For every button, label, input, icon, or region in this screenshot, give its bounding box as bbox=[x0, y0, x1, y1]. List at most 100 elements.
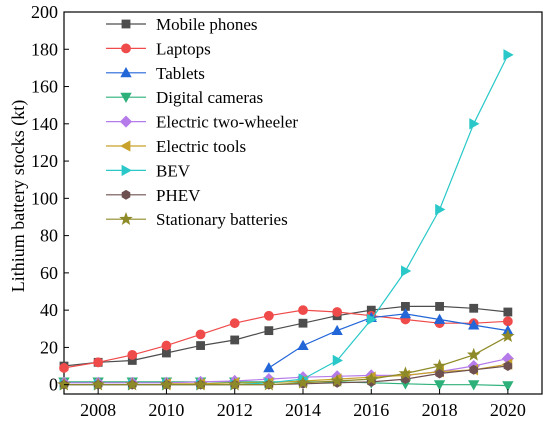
y-tick-label: 60 bbox=[40, 263, 58, 283]
plot-area bbox=[63, 11, 543, 395]
legend-marker-bev bbox=[121, 164, 132, 177]
data-point-bev bbox=[332, 354, 343, 367]
plot-border bbox=[63, 11, 543, 395]
legend-item-bev: BEV bbox=[106, 161, 191, 180]
y-tick-label: 120 bbox=[31, 151, 58, 171]
x-tick-label: 2016 bbox=[353, 400, 389, 420]
data-point-phev bbox=[503, 361, 513, 372]
series-line-stationary-batteries bbox=[64, 335, 509, 386]
data-point-laptops bbox=[229, 318, 240, 329]
legend-marker-tablets bbox=[120, 66, 132, 78]
data-point-laptops bbox=[93, 357, 104, 368]
legend-item-stationary-batteries: Stationary batteries bbox=[106, 210, 288, 229]
legend-label-digital-cameras: Digital cameras bbox=[156, 88, 263, 107]
data-point-bev bbox=[401, 265, 412, 277]
data-point-mobile-phones bbox=[298, 318, 308, 328]
legend-label-electric-tools: Electric tools bbox=[156, 137, 246, 156]
data-point-tablets bbox=[297, 339, 309, 350]
data-point-laptops bbox=[195, 329, 206, 340]
legend-marker-electric-two-wheeler bbox=[119, 115, 133, 128]
legend-item-mobile-phones: Mobile phones bbox=[106, 15, 258, 34]
data-point-digital-cameras bbox=[502, 381, 514, 392]
data-point-stationary-batteries bbox=[227, 377, 242, 391]
series-line-tablets bbox=[268, 313, 508, 369]
legend-marker-stationary-batteries bbox=[119, 212, 133, 225]
y-tick-label: 80 bbox=[40, 226, 58, 246]
data-point-digital-cameras bbox=[433, 380, 446, 391]
series-line-mobile-phones bbox=[63, 305, 508, 367]
data-point-stationary-batteries bbox=[501, 329, 515, 343]
data-point-laptops bbox=[263, 310, 274, 321]
y-axis-title: Lithium battery stocks (kt) bbox=[8, 100, 29, 292]
data-point-laptops bbox=[298, 305, 308, 316]
data-point-bev bbox=[435, 203, 446, 216]
data-point-mobile-phones bbox=[435, 302, 444, 311]
axes: 0 20 40 60 80 100 120 140 160 180 200 2008 2010 2012 2… bbox=[31, 2, 526, 420]
data-point-mobile-phones bbox=[264, 326, 274, 336]
data-point-stationary-batteries bbox=[398, 366, 413, 380]
legend-marker-electric-tools bbox=[120, 140, 131, 152]
data-point-tablets bbox=[331, 324, 343, 336]
data-point-laptops bbox=[161, 340, 172, 351]
data-point-stationary-batteries bbox=[364, 371, 379, 385]
data-point-stationary-batteries bbox=[432, 358, 447, 372]
data-point-stationary-batteries bbox=[159, 377, 174, 391]
legend-marker-mobile-phones bbox=[121, 19, 131, 29]
data-point-stationary-batteries bbox=[262, 377, 276, 391]
legend: Mobile phones Laptops Tablets Digital camer… bbox=[106, 15, 298, 229]
legend-label-laptops: Laptops bbox=[156, 39, 211, 58]
data-point-tablets bbox=[263, 362, 275, 373]
data-point-stationary-batteries bbox=[296, 375, 310, 389]
x-tick-label: 2012 bbox=[217, 400, 253, 420]
data-point-laptops bbox=[332, 307, 343, 317]
data-point-mobile-phones bbox=[503, 307, 513, 317]
legend-label-bev: BEV bbox=[156, 161, 191, 180]
y-tick-label: 200 bbox=[31, 2, 58, 22]
x-tick-label: 2008 bbox=[80, 400, 116, 420]
legend-item-tablets: Tablets bbox=[106, 64, 205, 83]
data-point-laptops bbox=[127, 349, 138, 360]
legend-label-tablets: Tablets bbox=[156, 64, 205, 83]
data-point-mobile-phones bbox=[230, 335, 240, 345]
series-layer bbox=[57, 49, 515, 392]
legend-item-digital-cameras: Digital cameras bbox=[106, 88, 263, 107]
data-point-digital-cameras bbox=[468, 380, 480, 391]
data-point-stationary-batteries bbox=[330, 373, 344, 387]
data-point-stationary-batteries bbox=[193, 377, 208, 391]
x-tick-label: 2018 bbox=[422, 400, 458, 420]
data-point-stationary-batteries bbox=[125, 377, 140, 391]
y-tick-label: 20 bbox=[40, 337, 58, 357]
data-point-bev bbox=[469, 118, 480, 130]
x-tick-label: 2014 bbox=[285, 400, 321, 420]
legend-label-mobile-phones: Mobile phones bbox=[156, 15, 258, 34]
data-point-bev bbox=[503, 49, 514, 61]
x-tick-label: 2020 bbox=[490, 400, 526, 420]
data-point-stationary-batteries bbox=[466, 347, 481, 361]
series-laptops bbox=[59, 305, 513, 373]
y-tick-label: 180 bbox=[31, 39, 58, 59]
data-point-stationary-batteries bbox=[57, 377, 71, 391]
data-point-phev bbox=[469, 364, 479, 375]
series-stationary-batteries bbox=[57, 329, 515, 391]
legend-label-electric-two-wheeler: Electric two-wheeler bbox=[156, 113, 298, 132]
legend-item-phev: PHEV bbox=[106, 186, 201, 205]
legend-item-laptops: Laptops bbox=[106, 39, 211, 58]
y-tick-label: 160 bbox=[31, 77, 58, 97]
data-point-laptops bbox=[502, 316, 513, 327]
legend-item-electric-two-wheeler: Electric two-wheeler bbox=[106, 113, 298, 132]
data-point-mobile-phones bbox=[469, 303, 479, 313]
y-tick-label: 100 bbox=[31, 188, 58, 208]
series-line-laptops bbox=[63, 309, 508, 369]
data-point-laptops bbox=[59, 363, 69, 373]
legend-marker-laptops bbox=[121, 43, 131, 54]
legend-marker-digital-cameras bbox=[120, 92, 132, 104]
y-tick-label: 40 bbox=[40, 300, 58, 320]
legend-marker-phev bbox=[121, 189, 131, 200]
legend-item-electric-tools: Electric tools bbox=[106, 137, 246, 156]
x-tick-label: 2010 bbox=[148, 400, 184, 420]
data-point-tablets bbox=[399, 308, 412, 319]
y-tick-label: 0 bbox=[49, 375, 58, 395]
legend-label-stationary-batteries: Stationary batteries bbox=[156, 210, 288, 229]
data-point-mobile-phones bbox=[196, 341, 205, 350]
